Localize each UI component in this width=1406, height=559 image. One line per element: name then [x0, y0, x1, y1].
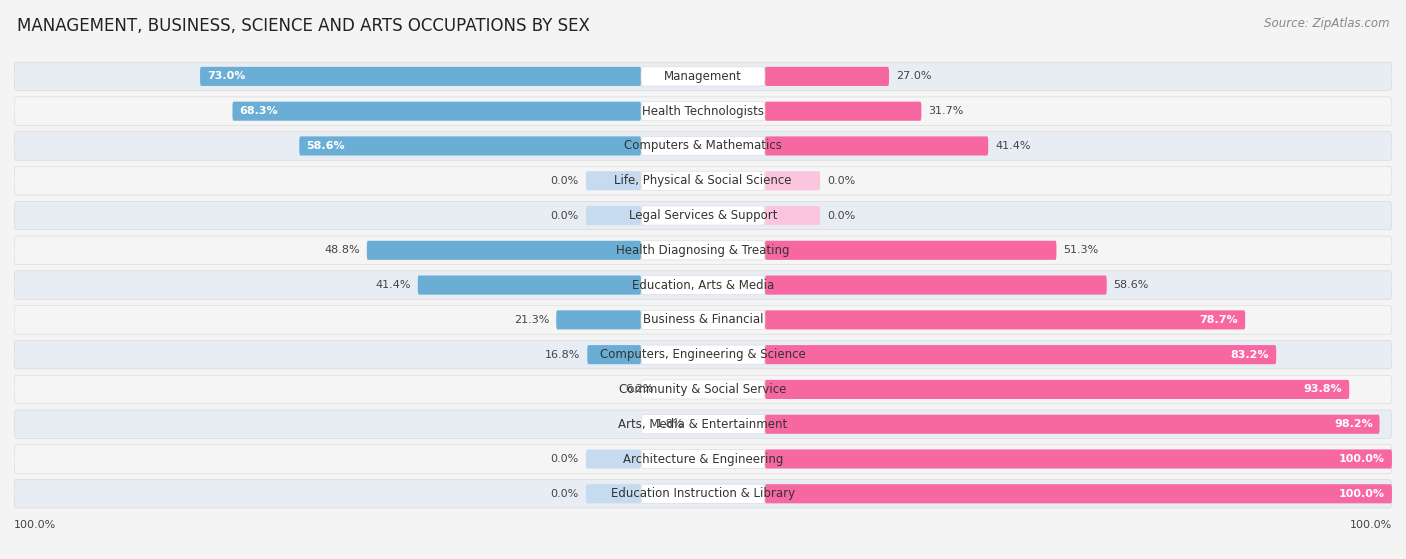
- Text: 1.8%: 1.8%: [655, 419, 683, 429]
- Text: Legal Services & Support: Legal Services & Support: [628, 209, 778, 222]
- Text: 100.0%: 100.0%: [1350, 520, 1392, 530]
- Text: 41.4%: 41.4%: [375, 280, 411, 290]
- FancyBboxPatch shape: [367, 241, 641, 260]
- FancyBboxPatch shape: [641, 345, 765, 364]
- Text: Architecture & Engineering: Architecture & Engineering: [623, 452, 783, 466]
- FancyBboxPatch shape: [14, 306, 1392, 334]
- FancyBboxPatch shape: [14, 236, 1392, 264]
- FancyBboxPatch shape: [641, 484, 765, 503]
- Text: 78.7%: 78.7%: [1199, 315, 1239, 325]
- FancyBboxPatch shape: [557, 310, 641, 329]
- Text: 21.3%: 21.3%: [515, 315, 550, 325]
- FancyBboxPatch shape: [586, 484, 641, 503]
- FancyBboxPatch shape: [14, 445, 1392, 473]
- Text: 58.6%: 58.6%: [1114, 280, 1149, 290]
- Text: Health Technologists: Health Technologists: [643, 105, 763, 118]
- FancyBboxPatch shape: [765, 310, 1246, 329]
- FancyBboxPatch shape: [418, 276, 641, 295]
- FancyBboxPatch shape: [765, 206, 820, 225]
- FancyBboxPatch shape: [641, 310, 765, 329]
- FancyBboxPatch shape: [14, 201, 1392, 230]
- FancyBboxPatch shape: [299, 136, 641, 155]
- Text: Education, Arts & Media: Education, Arts & Media: [631, 278, 775, 292]
- Text: 68.3%: 68.3%: [239, 106, 278, 116]
- Text: 73.0%: 73.0%: [207, 72, 245, 82]
- FancyBboxPatch shape: [765, 102, 921, 121]
- Text: 0.0%: 0.0%: [551, 176, 579, 186]
- Text: Community & Social Service: Community & Social Service: [619, 383, 787, 396]
- Text: MANAGEMENT, BUSINESS, SCIENCE AND ARTS OCCUPATIONS BY SEX: MANAGEMENT, BUSINESS, SCIENCE AND ARTS O…: [17, 17, 589, 35]
- Text: 0.0%: 0.0%: [827, 211, 855, 221]
- Text: 100.0%: 100.0%: [1339, 489, 1385, 499]
- FancyBboxPatch shape: [641, 67, 765, 86]
- Text: 27.0%: 27.0%: [896, 72, 931, 82]
- FancyBboxPatch shape: [200, 67, 641, 86]
- Text: Source: ZipAtlas.com: Source: ZipAtlas.com: [1264, 17, 1389, 30]
- FancyBboxPatch shape: [765, 484, 1392, 503]
- Text: Computers & Mathematics: Computers & Mathematics: [624, 139, 782, 153]
- FancyBboxPatch shape: [765, 67, 889, 86]
- FancyBboxPatch shape: [765, 241, 1056, 260]
- FancyBboxPatch shape: [765, 276, 1107, 295]
- FancyBboxPatch shape: [765, 136, 988, 155]
- FancyBboxPatch shape: [14, 97, 1392, 125]
- Text: 31.7%: 31.7%: [928, 106, 963, 116]
- FancyBboxPatch shape: [14, 340, 1392, 369]
- FancyBboxPatch shape: [14, 62, 1392, 91]
- FancyBboxPatch shape: [14, 271, 1392, 300]
- FancyBboxPatch shape: [14, 132, 1392, 160]
- FancyBboxPatch shape: [641, 171, 765, 190]
- FancyBboxPatch shape: [765, 449, 1392, 468]
- Text: 0.0%: 0.0%: [551, 489, 579, 499]
- FancyBboxPatch shape: [588, 345, 641, 364]
- FancyBboxPatch shape: [765, 345, 1277, 364]
- FancyBboxPatch shape: [641, 206, 765, 225]
- Text: 100.0%: 100.0%: [14, 520, 56, 530]
- Text: 51.3%: 51.3%: [1063, 245, 1098, 255]
- Text: 100.0%: 100.0%: [1339, 454, 1385, 464]
- Text: 41.4%: 41.4%: [995, 141, 1031, 151]
- Text: 6.2%: 6.2%: [626, 385, 654, 395]
- Text: 58.6%: 58.6%: [307, 141, 344, 151]
- FancyBboxPatch shape: [765, 415, 1379, 434]
- FancyBboxPatch shape: [641, 136, 765, 155]
- Text: 93.8%: 93.8%: [1303, 385, 1343, 395]
- FancyBboxPatch shape: [586, 171, 641, 190]
- FancyBboxPatch shape: [14, 480, 1392, 508]
- FancyBboxPatch shape: [641, 102, 765, 121]
- Text: Life, Physical & Social Science: Life, Physical & Social Science: [614, 174, 792, 187]
- Text: 83.2%: 83.2%: [1230, 349, 1270, 359]
- FancyBboxPatch shape: [765, 171, 820, 190]
- FancyBboxPatch shape: [586, 449, 641, 468]
- FancyBboxPatch shape: [14, 410, 1392, 438]
- FancyBboxPatch shape: [765, 380, 1350, 399]
- FancyBboxPatch shape: [641, 380, 765, 399]
- FancyBboxPatch shape: [14, 167, 1392, 195]
- FancyBboxPatch shape: [641, 241, 765, 260]
- Text: 16.8%: 16.8%: [546, 349, 581, 359]
- Text: Management: Management: [664, 70, 742, 83]
- Text: Education Instruction & Library: Education Instruction & Library: [612, 487, 794, 500]
- FancyBboxPatch shape: [586, 206, 641, 225]
- Text: Health Diagnosing & Treating: Health Diagnosing & Treating: [616, 244, 790, 257]
- Text: 48.8%: 48.8%: [325, 245, 360, 255]
- FancyBboxPatch shape: [232, 102, 641, 121]
- Text: Business & Financial: Business & Financial: [643, 314, 763, 326]
- FancyBboxPatch shape: [641, 276, 765, 295]
- Text: Arts, Media & Entertainment: Arts, Media & Entertainment: [619, 418, 787, 431]
- Text: 0.0%: 0.0%: [827, 176, 855, 186]
- FancyBboxPatch shape: [14, 375, 1392, 404]
- Text: 98.2%: 98.2%: [1334, 419, 1372, 429]
- Text: 0.0%: 0.0%: [551, 454, 579, 464]
- FancyBboxPatch shape: [641, 449, 765, 468]
- Text: Computers, Engineering & Science: Computers, Engineering & Science: [600, 348, 806, 361]
- Text: 0.0%: 0.0%: [551, 211, 579, 221]
- FancyBboxPatch shape: [641, 415, 765, 434]
